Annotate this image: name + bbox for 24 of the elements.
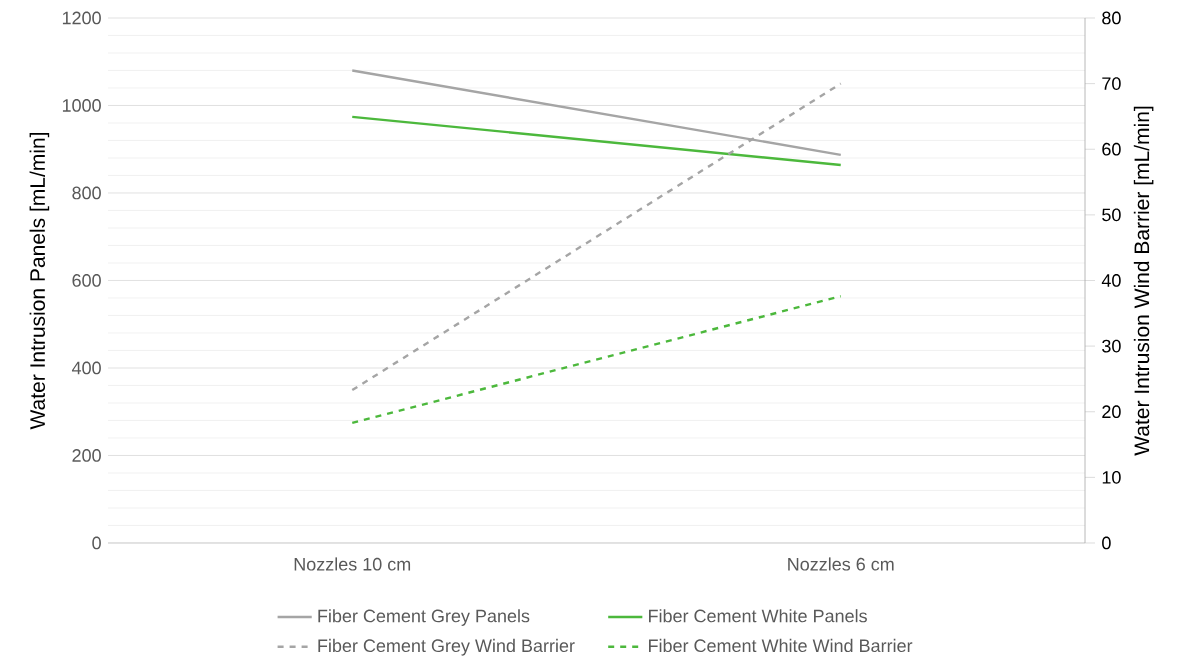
y-tick-label: 0 xyxy=(92,536,101,550)
y-axis-title: Water Intrusion Panels [mL/min] xyxy=(29,133,50,430)
legend-label: Fiber Cement White Panels xyxy=(649,609,867,623)
y-tick-label: 800 xyxy=(72,186,101,200)
y-tick-label: 1200 xyxy=(62,11,101,25)
y2-tick-label: 80 xyxy=(1102,11,1121,25)
y2-tick-label: 30 xyxy=(1102,339,1121,353)
x-tick-label: Nozzles 10 cm xyxy=(294,557,411,571)
y-tick-label: 600 xyxy=(72,274,101,287)
y2-tick-label: 60 xyxy=(1102,142,1121,156)
y2-tick-label: 10 xyxy=(1102,470,1121,484)
x-tick-label: Nozzles 6 cm xyxy=(788,557,894,571)
y2-tick-label: 20 xyxy=(1102,405,1121,419)
y-tick-label: 200 xyxy=(72,449,101,462)
y2-tick-label: 50 xyxy=(1102,208,1121,222)
y-tick-label: 400 xyxy=(71,361,101,375)
legend-label: Fiber Cement White Wind Barrier xyxy=(649,638,913,653)
y2-tick-label: 40 xyxy=(1101,274,1121,287)
y2-tick-label: 70 xyxy=(1102,77,1121,90)
y-tick-label: 1000 xyxy=(62,99,101,112)
legend-label: Fiber Cement Grey Wind Barrier xyxy=(318,638,575,656)
y2-axis-title: Water Intrusion Wind Barrier [mL/min] xyxy=(1133,106,1154,456)
y2-tick-label: 0 xyxy=(1102,536,1111,550)
legend-label: Fiber Cement Grey Panels xyxy=(318,609,530,626)
